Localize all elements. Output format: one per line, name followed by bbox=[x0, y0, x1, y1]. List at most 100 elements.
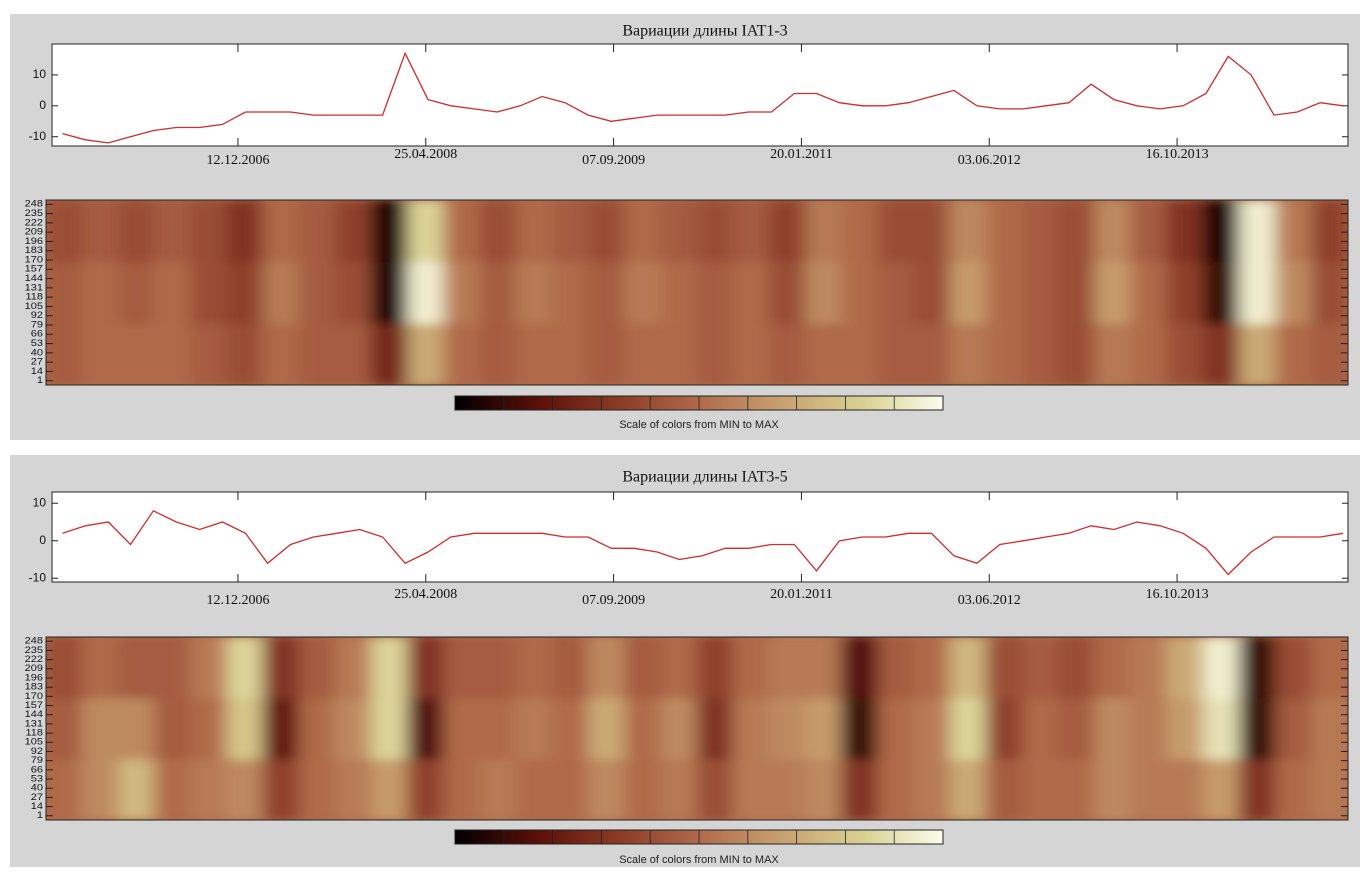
heatmap-cell bbox=[1058, 637, 1096, 699]
heatmap-cell bbox=[407, 637, 445, 699]
heatmap-cell bbox=[226, 637, 264, 699]
heatmap-cell bbox=[407, 261, 445, 324]
data-line bbox=[62, 51, 1344, 144]
heatmap bbox=[46, 200, 1348, 385]
x-tick-label: 03.06.2012 bbox=[958, 153, 1021, 168]
y-tick-label: 27 bbox=[31, 793, 44, 803]
heatmap-cell bbox=[696, 637, 734, 699]
heatmap-cell bbox=[1022, 261, 1060, 324]
heatmap-cell bbox=[443, 322, 481, 385]
heatmap-cell bbox=[624, 322, 662, 385]
heatmap-cell bbox=[551, 758, 589, 820]
chart-title: Вариации длины IAT1-3 bbox=[622, 23, 787, 40]
heatmap-cell bbox=[262, 261, 300, 324]
heatmap-cells bbox=[46, 200, 1348, 385]
heatmap-cell bbox=[81, 697, 119, 760]
heatmap-cell bbox=[805, 637, 843, 699]
heatmap-cell bbox=[1239, 200, 1277, 263]
heatmap-cell bbox=[551, 637, 589, 699]
heatmap-cell bbox=[660, 758, 698, 820]
heatmap-cell bbox=[877, 637, 915, 699]
heatmap-cell bbox=[949, 322, 987, 385]
heatmap-cell bbox=[371, 697, 409, 760]
heatmap-cell bbox=[46, 758, 83, 820]
heatmap-cell bbox=[551, 200, 589, 263]
heatmap-cell bbox=[443, 697, 481, 760]
heatmap-cell bbox=[1058, 200, 1096, 263]
heatmap-frame bbox=[45, 636, 1349, 821]
heatmap-cell bbox=[985, 261, 1023, 324]
heatmap-cell bbox=[1022, 697, 1060, 760]
heatmap-cell bbox=[1239, 697, 1277, 760]
heatmap-cell bbox=[190, 758, 228, 820]
y-tick-label: 183 bbox=[25, 682, 44, 692]
heatmap-cell bbox=[298, 697, 336, 760]
heatmap-cell bbox=[624, 758, 662, 820]
y-tick-label: 0 bbox=[39, 533, 46, 547]
heatmap-cell bbox=[768, 758, 806, 820]
heatmap-cell bbox=[226, 261, 264, 324]
y-tick-label: 183 bbox=[25, 246, 44, 256]
heatmap-cell bbox=[407, 758, 445, 820]
heatmap-cell bbox=[696, 697, 734, 760]
heatmap-cell bbox=[154, 758, 192, 820]
y-tick-label: 79 bbox=[31, 756, 44, 766]
x-tick-label: 20.01.2011 bbox=[770, 587, 832, 602]
heatmap-cell bbox=[334, 637, 372, 699]
heatmap-cell bbox=[1166, 200, 1204, 263]
heatmap-cell bbox=[117, 758, 155, 820]
y-tick-label: 209 bbox=[25, 227, 44, 237]
heatmap-cell bbox=[949, 758, 987, 820]
heatmap-cell bbox=[877, 322, 915, 385]
heatmap-cell bbox=[949, 200, 987, 263]
heatmap-cell bbox=[588, 758, 626, 820]
heatmap-cell bbox=[515, 322, 553, 385]
y-tick-label: 118 bbox=[25, 292, 43, 302]
heatmap-cell bbox=[624, 637, 662, 699]
heatmap-cell bbox=[551, 261, 589, 324]
heatmap-cell bbox=[624, 200, 662, 263]
heatmap-cell bbox=[262, 697, 300, 760]
heatmap-cell bbox=[226, 200, 264, 263]
heatmap-cell bbox=[588, 261, 626, 324]
y-tick-label: 170 bbox=[25, 255, 44, 265]
heatmap-cell bbox=[407, 697, 445, 760]
heatmap-cell bbox=[190, 697, 228, 760]
heatmap-cell bbox=[371, 758, 409, 820]
y-tick-label: 0 bbox=[39, 98, 46, 112]
heatmap-cell bbox=[46, 261, 83, 324]
y-tick-label: 14 bbox=[31, 367, 44, 377]
heatmap-cell bbox=[117, 637, 155, 699]
heatmap-cell bbox=[985, 200, 1023, 263]
heatmap-cell bbox=[479, 697, 517, 760]
y-tick-label: 66 bbox=[31, 765, 44, 775]
heatmap-cell bbox=[877, 200, 915, 263]
y-tick-label: 92 bbox=[31, 311, 44, 321]
heatmap-cell bbox=[732, 322, 770, 385]
y-tick-label: 118 bbox=[25, 728, 43, 738]
x-tick-label: 03.06.2012 bbox=[958, 593, 1021, 608]
heatmap-cell bbox=[949, 261, 987, 324]
heatmap-cell bbox=[768, 322, 806, 385]
heatmap-cell bbox=[768, 637, 806, 699]
x-tick-label: 25.04.2008 bbox=[394, 587, 457, 602]
heatmap-cell bbox=[949, 697, 987, 760]
heatmap-cell bbox=[81, 200, 119, 263]
plot-area bbox=[51, 491, 1349, 583]
heatmap-cell bbox=[624, 697, 662, 760]
heatmap-cell bbox=[841, 261, 879, 324]
heatmap-cell bbox=[1239, 637, 1277, 699]
x-tick-label: 07.09.2009 bbox=[582, 593, 645, 608]
y-tick-label: 27 bbox=[31, 357, 44, 367]
heatmap-cell bbox=[588, 697, 626, 760]
heatmap-cell bbox=[371, 200, 409, 263]
heatmap-cell bbox=[1094, 261, 1132, 324]
heatmap-cell bbox=[226, 758, 264, 820]
heatmap-cell bbox=[334, 758, 372, 820]
heatmap-cell bbox=[660, 637, 698, 699]
heatmap-cell bbox=[1239, 322, 1277, 385]
y-tick-label: 170 bbox=[25, 691, 44, 701]
heatmap-cell bbox=[479, 637, 517, 699]
heatmap-cell bbox=[877, 758, 915, 820]
